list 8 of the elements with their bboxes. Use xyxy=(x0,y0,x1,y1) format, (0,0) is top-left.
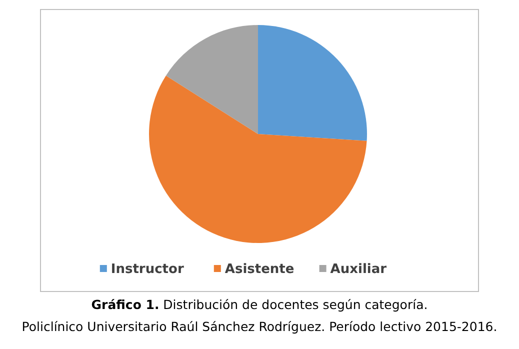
legend-label: Instructor xyxy=(110,262,184,277)
text: Policlínico Universitario Raúl Sánchez Rodríguez. Período lectivo 2015-2016. xyxy=(22,319,498,334)
pie-slice xyxy=(149,76,367,243)
text: Gráfico 1. Distribución de docentes según categoría. xyxy=(91,297,428,312)
pie-slice xyxy=(258,25,367,141)
legend-label: Asistente xyxy=(224,262,294,277)
pie-slice xyxy=(166,25,258,134)
legend-label: Auxiliar xyxy=(330,262,388,277)
